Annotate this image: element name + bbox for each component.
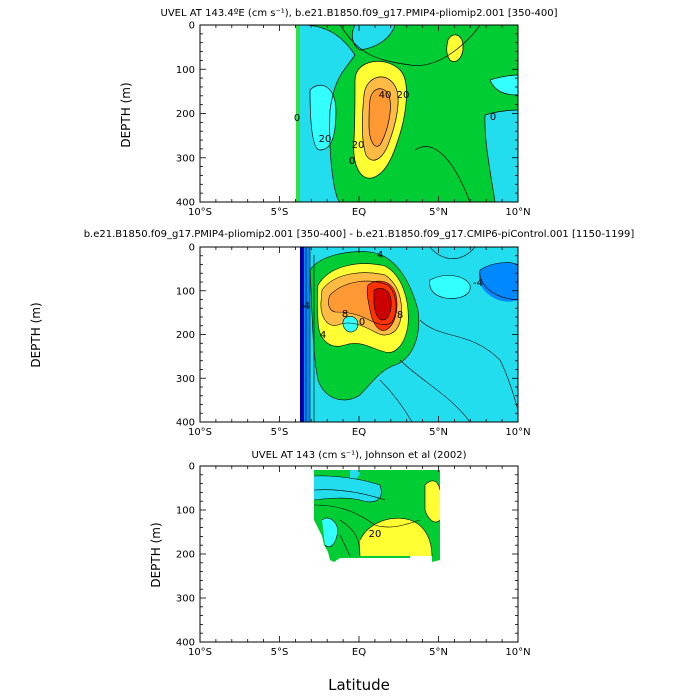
p1-euc-core (369, 88, 391, 147)
p2-cyan-patch (429, 275, 471, 299)
p1-contour-lines (302, 25, 518, 202)
panel-3-ylabel: DEPTH (m) (149, 522, 163, 587)
p2-label-neg4a: -4 (300, 301, 310, 312)
p2-label-4b: 4 (320, 330, 326, 341)
x-tick-label: 5°S (271, 427, 289, 438)
x-tick-label: 5°N (429, 647, 448, 658)
p2-west-blue (304, 247, 310, 422)
p2-label-8a: 8 (342, 309, 348, 320)
panel-1-title: UVEL AT 143.4ºE (cm s⁻¹), b.e21.B1850.f0… (161, 8, 558, 19)
p1-east-cyan (490, 75, 518, 95)
y-tick-label: 100 (176, 506, 195, 517)
y-tick-label: 0 (189, 243, 195, 254)
panel-2-ticks: 10°S 5°S EQ 5°N 10°N 0 100 200 300 400 (176, 243, 531, 439)
y-tick-label: 300 (176, 594, 195, 605)
y-tick-label: 200 (176, 550, 195, 561)
y-tick-label: 200 (176, 109, 195, 120)
p2-label-8b: 8 (397, 310, 403, 321)
y-tick-label: 0 (189, 21, 195, 32)
x-tick-label: 5°N (429, 207, 448, 218)
p3-east-yellow (425, 480, 440, 522)
p1-label-0a: 0 (294, 113, 300, 124)
y-tick-label: 100 (176, 65, 195, 76)
p2-red-core (374, 288, 392, 320)
y-tick-label: 200 (176, 330, 195, 341)
y-tick-label: 300 (176, 374, 195, 385)
p1-label-0c: 0 (349, 156, 355, 167)
y-tick-label: 400 (176, 638, 195, 649)
p2-label-neg4b: -4 (473, 278, 483, 289)
p3-euc-yellow (360, 518, 432, 556)
x-tick-label: 10°N (505, 207, 530, 218)
x-tick-label: 10°N (505, 647, 530, 658)
p1-label-0b: 0 (490, 112, 496, 123)
x-tick-label: 5°S (271, 207, 289, 218)
panel-1-contour-labels: 0 20 40 20 0 20 0 (294, 90, 496, 167)
y-tick-label: 400 (176, 418, 195, 429)
panel-2-ylabel: DEPTH (m) (29, 302, 43, 367)
panel-2: b.e21.B1850.f09_g17.PMIP4-pliomip2.001 [… (29, 229, 634, 438)
x-axis-title: Latitude (328, 676, 390, 694)
panel-3-contours (313, 470, 441, 562)
p1-label-40: 40 (379, 90, 392, 101)
panel-3-title: UVEL AT 143 (cm s⁻¹), Johnson et al (200… (251, 450, 466, 461)
p2-east-negative (478, 262, 518, 302)
panel-1: UVEL AT 143.4ºE (cm s⁻¹), b.e21.B1850.f0… (119, 8, 558, 218)
x-tick-label: 5°N (429, 427, 448, 438)
x-tick-label: 10°N (505, 427, 530, 438)
p3-cyan-west (322, 518, 338, 547)
panel-1-contours (296, 25, 518, 202)
p1-label-20b: 20 (397, 90, 410, 101)
x-tick-label: 5°S (271, 647, 289, 658)
p3-contour-lines (313, 475, 441, 557)
x-tick-label: 10°S (188, 427, 212, 438)
x-tick-label: EQ (352, 427, 366, 438)
panel-2-contour-labels: 4 8 -4 0 8 4 -4 (300, 250, 483, 341)
y-tick-label: 0 (189, 462, 195, 473)
panel-2-title: b.e21.B1850.f09_g17.PMIP4-pliomip2.001 [… (84, 229, 635, 240)
panel-3: UVEL AT 143 (cm s⁻¹), Johnson et al (200… (149, 450, 531, 658)
p1-surface-west (352, 25, 395, 50)
p1-west-edge (296, 25, 300, 202)
x-tick-label: EQ (352, 647, 366, 658)
x-tick-label: EQ (352, 207, 366, 218)
p1-label-20a: 20 (319, 134, 332, 145)
p1-ne-jet (446, 34, 464, 62)
p2-label-0: 0 (359, 317, 365, 328)
p1-label-20c: 20 (352, 140, 365, 151)
y-tick-label: 300 (176, 153, 195, 164)
p3-label-20: 20 (369, 529, 382, 540)
x-tick-label: 10°S (188, 207, 212, 218)
y-tick-label: 400 (176, 198, 195, 209)
x-tick-label: 10°S (188, 647, 212, 658)
panel-3-ticks: 10°S 5°S EQ 5°N 10°N 0 100 200 300 400 (176, 462, 531, 659)
panel-1-ylabel: DEPTH (m) (119, 82, 133, 147)
y-tick-label: 100 (176, 286, 195, 297)
p2-label-4a: 4 (377, 250, 383, 261)
panel-2-contours (300, 247, 518, 422)
p1-east-band (484, 110, 518, 202)
p2-cyan-eddy (342, 316, 358, 333)
p3-surface-westward (314, 475, 382, 502)
p3-cyan-top (350, 470, 360, 480)
